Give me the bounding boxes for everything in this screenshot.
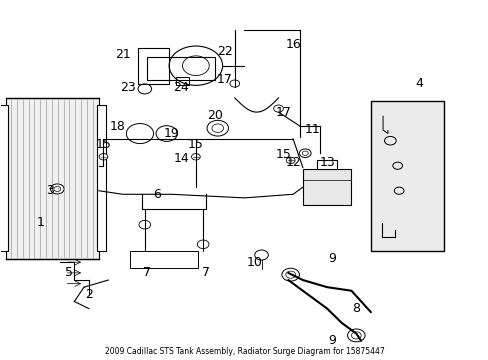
Bar [0, 105, 8, 251]
Bar [302, 169, 351, 205]
Text: 23: 23 [120, 81, 135, 94]
Circle shape [197, 240, 208, 249]
Circle shape [273, 105, 283, 112]
Text: 13: 13 [319, 156, 334, 168]
Bar [6, 98, 99, 258]
Text: 20: 20 [207, 109, 223, 122]
Text: 15: 15 [275, 148, 291, 162]
Circle shape [299, 149, 310, 157]
Bar [370, 102, 443, 251]
Text: 24: 24 [173, 81, 189, 94]
Bar [176, 77, 188, 85]
Text: 15: 15 [187, 138, 203, 151]
Text: 3: 3 [46, 184, 54, 197]
Text: 4: 4 [415, 77, 423, 90]
Circle shape [229, 80, 239, 87]
Text: 9: 9 [327, 252, 335, 265]
Circle shape [286, 157, 294, 163]
Circle shape [50, 184, 64, 194]
Text: 7: 7 [143, 266, 151, 279]
Bar [130, 251, 198, 267]
Text: 10: 10 [246, 256, 262, 269]
Text: 11: 11 [304, 123, 320, 136]
Text: 7: 7 [201, 266, 209, 279]
Bar [137, 48, 169, 84]
Circle shape [282, 268, 299, 281]
Text: 17: 17 [275, 105, 291, 119]
Text: 14: 14 [173, 152, 189, 165]
Text: 5: 5 [65, 266, 73, 279]
Bar [147, 57, 215, 80]
Text: 19: 19 [163, 127, 179, 140]
Circle shape [99, 154, 108, 160]
Text: 1: 1 [36, 216, 44, 229]
Text: 16: 16 [285, 38, 301, 51]
Text: 8: 8 [352, 302, 360, 315]
Text: 22: 22 [217, 45, 232, 58]
Circle shape [347, 329, 365, 342]
Text: 2009 Cadillac STS Tank Assembly, Radiator Surge Diagram for 15875447: 2009 Cadillac STS Tank Assembly, Radiato… [104, 347, 384, 356]
Text: 17: 17 [217, 73, 232, 86]
Bar [317, 160, 336, 169]
Text: 15: 15 [95, 138, 111, 151]
Text: 2: 2 [85, 288, 93, 301]
Circle shape [139, 220, 150, 229]
Circle shape [254, 250, 268, 260]
Circle shape [191, 154, 200, 160]
Text: 6: 6 [153, 188, 161, 201]
Text: 12: 12 [285, 156, 301, 168]
Text: 9: 9 [327, 334, 335, 347]
Bar [97, 105, 106, 251]
Text: 21: 21 [115, 49, 131, 62]
Text: 18: 18 [110, 120, 126, 133]
